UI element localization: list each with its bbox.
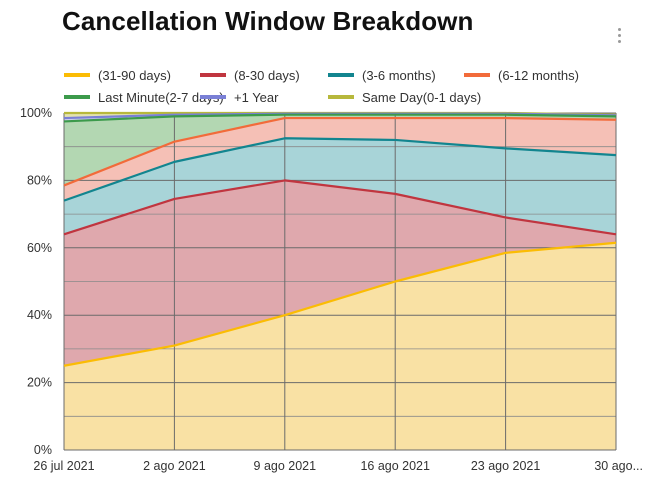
y-tick-label: 20% (27, 376, 52, 390)
legend-item: +1 Year (200, 90, 279, 105)
legend: (31-90 days) (8-30 days) (3-6 months) (6-12… (64, 68, 579, 105)
legend-label: (31-90 days) (98, 68, 171, 83)
x-tick-label: 26 jul 2021 (33, 459, 94, 473)
area-1 (64, 180, 616, 366)
plot-area (63, 111, 617, 451)
legend-label: Same Day(0-1 days) (362, 90, 481, 105)
y-tick-label: 0% (34, 443, 52, 457)
legend-item: (6-12 months) (464, 68, 579, 83)
area-3 (64, 118, 616, 201)
legend-label: (3-6 months) (362, 68, 436, 83)
series-line-2 (63, 137, 617, 202)
area-4 (64, 114, 616, 186)
series-line-0 (63, 241, 617, 367)
legend-item: (8-30 days) (200, 68, 300, 83)
legend-label: +1 Year (234, 90, 279, 105)
y-tick-label: 80% (27, 173, 52, 187)
series-line-1 (63, 179, 617, 236)
legend-item: (31-90 days) (64, 68, 171, 83)
legend-label: Last Minute(2-7 days) (98, 90, 224, 105)
x-tick-label: 23 ago 2021 (471, 459, 541, 473)
y-tick-label: 60% (27, 241, 52, 255)
x-tick-label: 2 ago 2021 (143, 459, 206, 473)
x-tick-label: 9 ago 2021 (254, 459, 317, 473)
chart-title: Cancellation Window Breakdown (62, 6, 474, 36)
legend-label: (8-30 days) (234, 68, 300, 83)
x-tick-label: 30 ago... (594, 459, 643, 473)
legend-label: (6-12 months) (498, 68, 579, 83)
legend-item: Last Minute(2-7 days) (64, 90, 224, 105)
legend-item: Same Day(0-1 days) (328, 90, 481, 105)
more-vert-icon[interactable] (612, 26, 628, 46)
y-tick-label: 40% (27, 308, 52, 322)
x-tick-label: 16 ago 2021 (360, 459, 430, 473)
axes: 0% 20% 40% 60% 80% 100% 26 jul 2021 2 ago 2021 9… (20, 106, 643, 473)
area-0 (64, 242, 616, 450)
series-line-3 (63, 116, 617, 187)
legend-item: (3-6 months) (328, 68, 436, 83)
y-tick-label: 100% (20, 106, 52, 120)
series-line-4 (63, 113, 617, 123)
